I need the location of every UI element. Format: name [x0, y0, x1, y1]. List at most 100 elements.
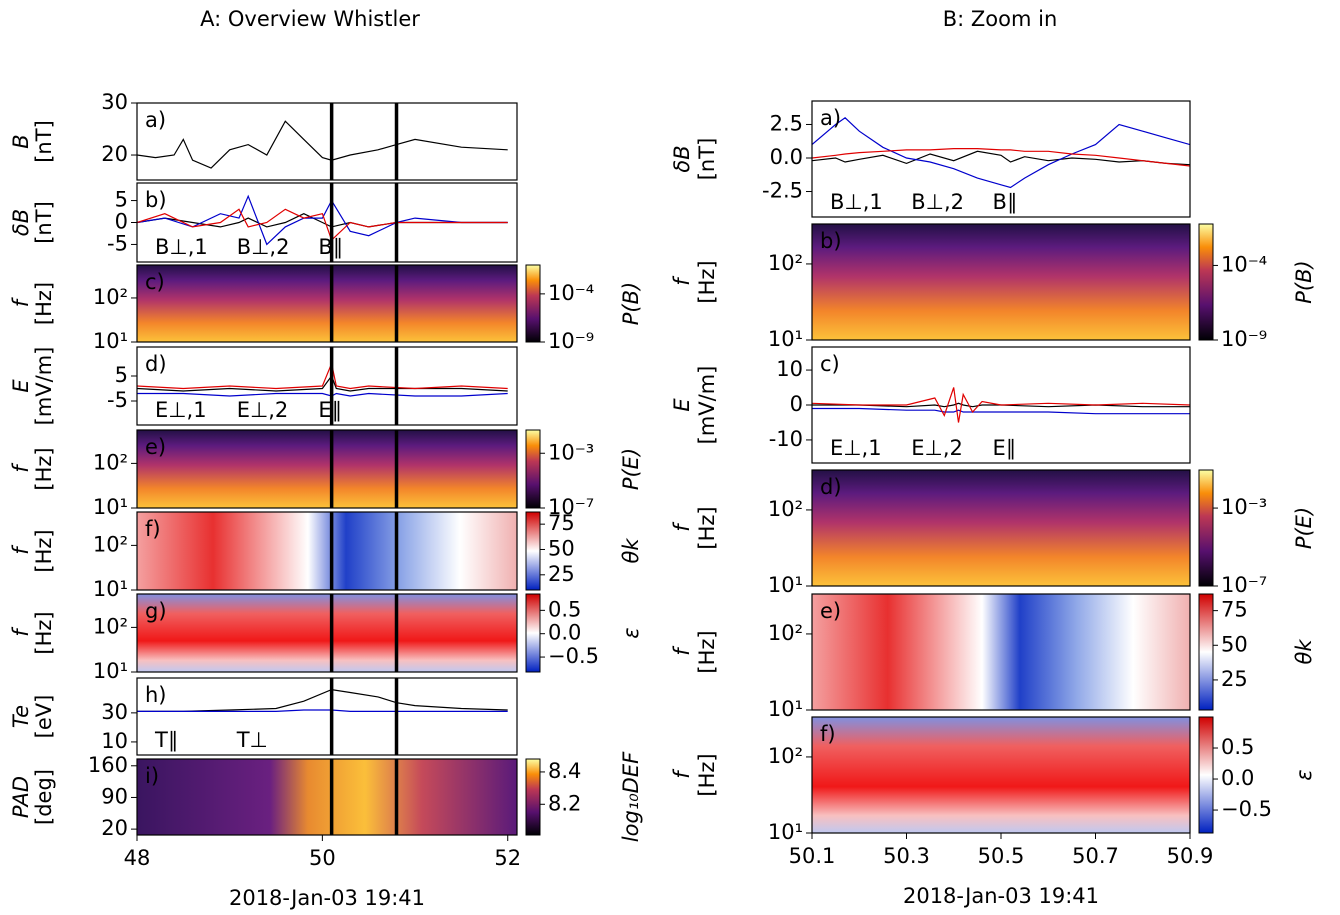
- axes-frame: [136, 102, 518, 181]
- colorbar-tick-label: 50: [548, 536, 575, 560]
- line-series: [812, 402, 1190, 408]
- colorbar-tick-label: 8.4: [548, 759, 581, 783]
- line-series: [137, 709, 508, 712]
- y-axis-label: [deg]: [32, 769, 56, 825]
- y-tick-label: 10²: [768, 497, 803, 521]
- legend-entry: E⊥,2: [237, 398, 289, 422]
- line-series: [812, 407, 1190, 415]
- y-tick-label: 10²: [768, 621, 803, 645]
- y-axis-label: [Hz]: [32, 611, 56, 654]
- colorbar-tick-label: 10⁻³: [548, 440, 594, 464]
- y-tick-label: -5: [107, 388, 128, 412]
- y-axis-label: Te: [9, 705, 33, 728]
- y-tick-label: -2.5: [762, 179, 803, 203]
- y-tick-label: 10²: [768, 251, 803, 275]
- colorbar-tick-label: 0.5: [548, 597, 581, 621]
- y-axis-label: [nT]: [32, 201, 56, 244]
- y-axis-label: PAD: [9, 776, 33, 818]
- y-tick-label: 30: [101, 90, 128, 114]
- colorbar-label: P(B): [1292, 260, 1316, 303]
- y-axis-label: B: [9, 134, 33, 148]
- colorbar: [525, 429, 541, 509]
- y-tick-label: 10¹: [93, 329, 128, 353]
- y-tick-label: 10¹: [93, 659, 128, 683]
- x-tick-label: 50.1: [789, 844, 836, 868]
- y-axis-label: f: [670, 275, 694, 286]
- y-axis-label: δB: [9, 209, 33, 236]
- colorbar-tick-label: 10⁻⁹: [548, 329, 594, 353]
- y-tick-label: 0: [790, 392, 803, 416]
- colorbar-label: ε: [1292, 769, 1316, 780]
- panel-label: e): [820, 599, 841, 623]
- axes-frame: [811, 469, 1191, 587]
- colorbar-label: θk: [619, 538, 643, 564]
- y-axis-label: [Hz]: [695, 630, 719, 673]
- y-tick-label: 10: [776, 357, 803, 381]
- panel-label: b): [145, 188, 167, 212]
- axes-frame: [811, 593, 1191, 711]
- y-tick-label: 5: [115, 363, 128, 387]
- y-tick-label: 10¹: [768, 820, 803, 844]
- x-tick-label: 50.5: [978, 844, 1025, 868]
- colorbar-tick-label: −0.5: [548, 644, 599, 668]
- panel-label: a): [820, 106, 841, 130]
- y-tick-label: 20: [101, 142, 128, 166]
- legend-entry: E⊥,1: [155, 398, 207, 422]
- colorbar: [525, 593, 541, 673]
- y-tick-label: 10²: [93, 532, 128, 556]
- legend-entry: B⊥,2: [237, 235, 290, 259]
- y-tick-label: 10²: [93, 450, 128, 474]
- colorbar-tick-label: 25: [548, 562, 575, 586]
- x-axis-label: 2018-Jan-03 19:41: [229, 886, 425, 910]
- y-tick-label: 10²: [768, 744, 803, 768]
- y-axis-label: [Hz]: [32, 282, 56, 325]
- line-series: [812, 150, 1190, 166]
- spectrogram-image: [137, 594, 517, 672]
- y-axis-label: [Hz]: [695, 260, 719, 303]
- legend-entry: E∥: [993, 436, 1017, 460]
- colorbar-tick-label: 0.0: [548, 621, 581, 645]
- y-axis-label: [Hz]: [32, 447, 56, 490]
- x-tick-label: 50: [309, 846, 336, 870]
- legend-entry: T∥: [154, 728, 178, 752]
- spectrogram-image: [812, 717, 1190, 833]
- panel-label: h): [145, 683, 167, 707]
- colorbar-label: P(E): [619, 448, 643, 490]
- line-series: [812, 387, 1190, 423]
- panel-label: f): [145, 517, 161, 541]
- colorbar-tick-label: 10⁻⁷: [1221, 573, 1267, 597]
- colorbar-tick-label: 75: [548, 511, 575, 535]
- y-axis-label: E: [9, 379, 33, 393]
- y-tick-label: 10²: [93, 285, 128, 309]
- colorbar: [525, 264, 541, 343]
- y-axis-label: [Hz]: [695, 506, 719, 549]
- legend-entry: T⊥: [236, 728, 268, 752]
- colorbar-label: θk: [1292, 639, 1316, 665]
- colorbar-tick-label: 0.0: [1221, 766, 1254, 790]
- y-tick-label: 2.5: [770, 111, 803, 135]
- legend-entry: E⊥,1: [830, 436, 882, 460]
- spectrogram-image: [812, 224, 1190, 340]
- y-axis-label: E: [670, 398, 694, 412]
- colorbar-tick-label: 75: [1221, 598, 1248, 622]
- colorbar-label: ε: [619, 627, 643, 638]
- axes-frame: [136, 677, 518, 756]
- panel-label: e): [145, 435, 166, 459]
- y-axis-label: f: [9, 462, 33, 473]
- x-tick-label: 50.7: [1072, 844, 1119, 868]
- spectrogram-image: [137, 512, 517, 590]
- colorbar: [1198, 716, 1214, 834]
- legend-entry: B∥: [993, 190, 1018, 214]
- legend-entry: B⊥,1: [155, 235, 208, 259]
- line-series: [137, 213, 508, 228]
- line-series: [137, 688, 508, 712]
- spectrogram-image: [812, 470, 1190, 586]
- y-axis-label: f: [670, 521, 694, 532]
- axes-frame: [811, 223, 1191, 341]
- panel-label: d): [145, 352, 167, 376]
- panel-label: g): [145, 599, 167, 623]
- y-tick-label: 10: [101, 729, 128, 753]
- y-axis-label: f: [9, 544, 33, 555]
- y-axis-label: [nT]: [695, 138, 719, 181]
